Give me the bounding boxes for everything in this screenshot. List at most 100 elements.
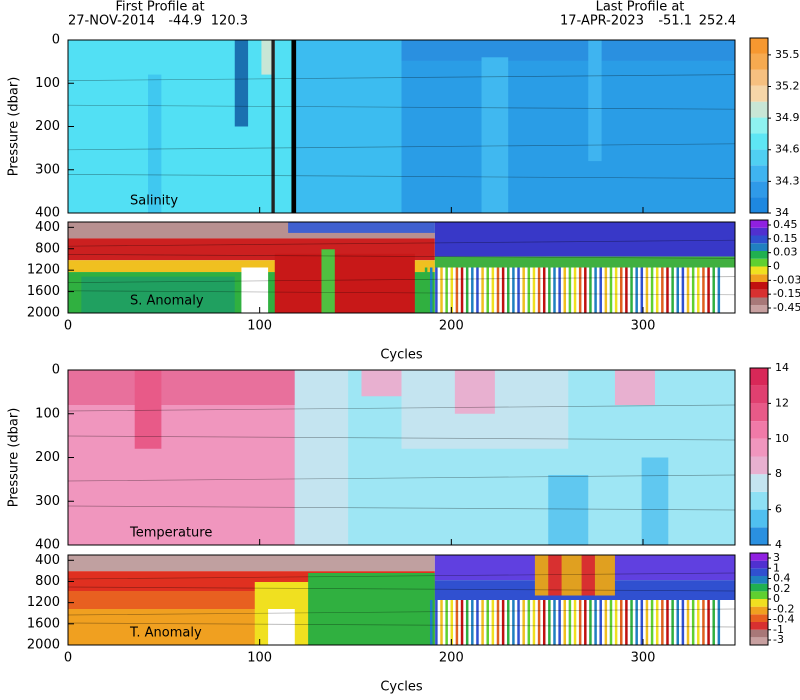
profile-stripe [712,600,715,645]
contour-line [67,505,736,511]
field-region [588,40,602,162]
profile-stripe [429,600,433,645]
profile-stripe [578,600,582,645]
colorbar-band [750,456,768,475]
profile-stripe [542,600,546,645]
profile-stripe [620,267,623,313]
colorbar-tick-label: 8 [775,467,782,480]
y-tick-label: 200 [35,450,60,465]
profile-stripe [435,267,438,313]
profile-stripe [702,600,705,645]
y-tick-label: 400 [35,220,60,235]
colorbar-tick-label: -0.4 [773,613,794,626]
colorbar-tick-label: -0.03 [773,273,800,286]
profile-stripe [450,600,454,645]
y-tick-label: 100 [35,406,60,421]
profile-stripe [609,600,613,645]
colorbar-band [750,637,768,645]
profile-stripe [584,600,587,645]
profile-stripe [635,267,638,313]
last-lat: -51.1 [658,14,692,29]
colorbar-band [750,438,768,457]
profile-stripe [666,600,669,645]
profile-stripe [527,600,531,645]
colorbar-band [750,297,768,306]
field-region [434,222,735,257]
colorbar-tick-label: 3 [773,551,780,564]
colorbar-band [750,622,768,630]
colorbar-band [750,220,768,228]
plot-frame [67,221,736,314]
colorbar-tick-label: 0.45 [773,218,798,231]
profile-stripe [429,267,433,313]
field-region [81,276,235,313]
colorbar-band [750,560,768,569]
profile-stripe [471,267,474,313]
colorbar-band [750,85,768,102]
colorbar-tick-label: 34.9 [775,111,800,124]
colorbar-tick-label: 0.4 [773,572,791,585]
profile-stripe [686,600,690,645]
colorbar-tick-label: 35.5 [775,48,800,61]
section-panel [67,370,736,545]
profile-stripe [501,267,505,313]
colorbar-band [750,227,768,236]
panel-label: Salinity [130,194,178,209]
colorbar-tick-label: 4 [775,538,782,551]
colorbar-tick-label: 34.3 [775,174,800,187]
profile-stripe [537,600,541,645]
contour-line [67,404,736,412]
field-region [548,475,589,545]
profile-stripe [537,267,541,313]
profile-stripe [455,600,459,645]
profile-stripe [517,600,520,645]
contour-line [67,622,736,628]
profile-stripe [486,600,489,645]
colorbar-tick-label: 34 [775,206,789,219]
profile-stripe [558,267,561,313]
profile-stripe [594,267,597,313]
field-region [614,370,655,405]
colorbar-tick-label: 6 [775,503,782,516]
y-tick-label: 1600 [27,616,60,631]
profile-stripe [604,267,608,313]
profile-stripe [640,267,644,313]
profile-stripe [465,600,469,645]
profile-stripe [676,267,680,313]
colorbar-tick-label: 0.03 [773,246,798,259]
y-tick-label: 0 [52,363,60,378]
colorbar-tick-label: 0 [773,592,780,605]
y-tick-label: 100 [35,76,60,91]
field-region [481,57,509,213]
colorbar-band [750,421,768,439]
profile-stripe [563,267,567,313]
y-tick-label: 400 [35,206,60,221]
x-tick-label: 100 [247,651,272,666]
section-panel [67,555,736,645]
contour-line [67,174,736,179]
colorbar-band [750,629,768,638]
colorbar-band [750,568,768,576]
profile-stripe [630,267,633,313]
panel-label: Temperature [129,526,212,541]
field-region [291,40,297,213]
contour-line [67,143,736,151]
x-tick-label: 0 [64,319,72,334]
field-region [234,40,249,127]
profile-stripe [584,267,587,313]
field-region [68,370,295,405]
profile-stripe [609,267,613,313]
colorbar-band [750,282,768,290]
y-tick-label: 400 [35,553,60,568]
profile-stripe [553,600,556,645]
profile-stripe [522,600,525,645]
contour-line [67,572,736,580]
field-region [241,267,269,313]
profile-stripe [476,267,479,313]
profile-stripe [702,267,705,313]
profile-stripe [614,600,618,645]
colorbar-band [750,509,768,528]
profile-stripe [563,600,567,645]
contour-line [67,254,736,259]
colorbar-band [750,491,768,510]
